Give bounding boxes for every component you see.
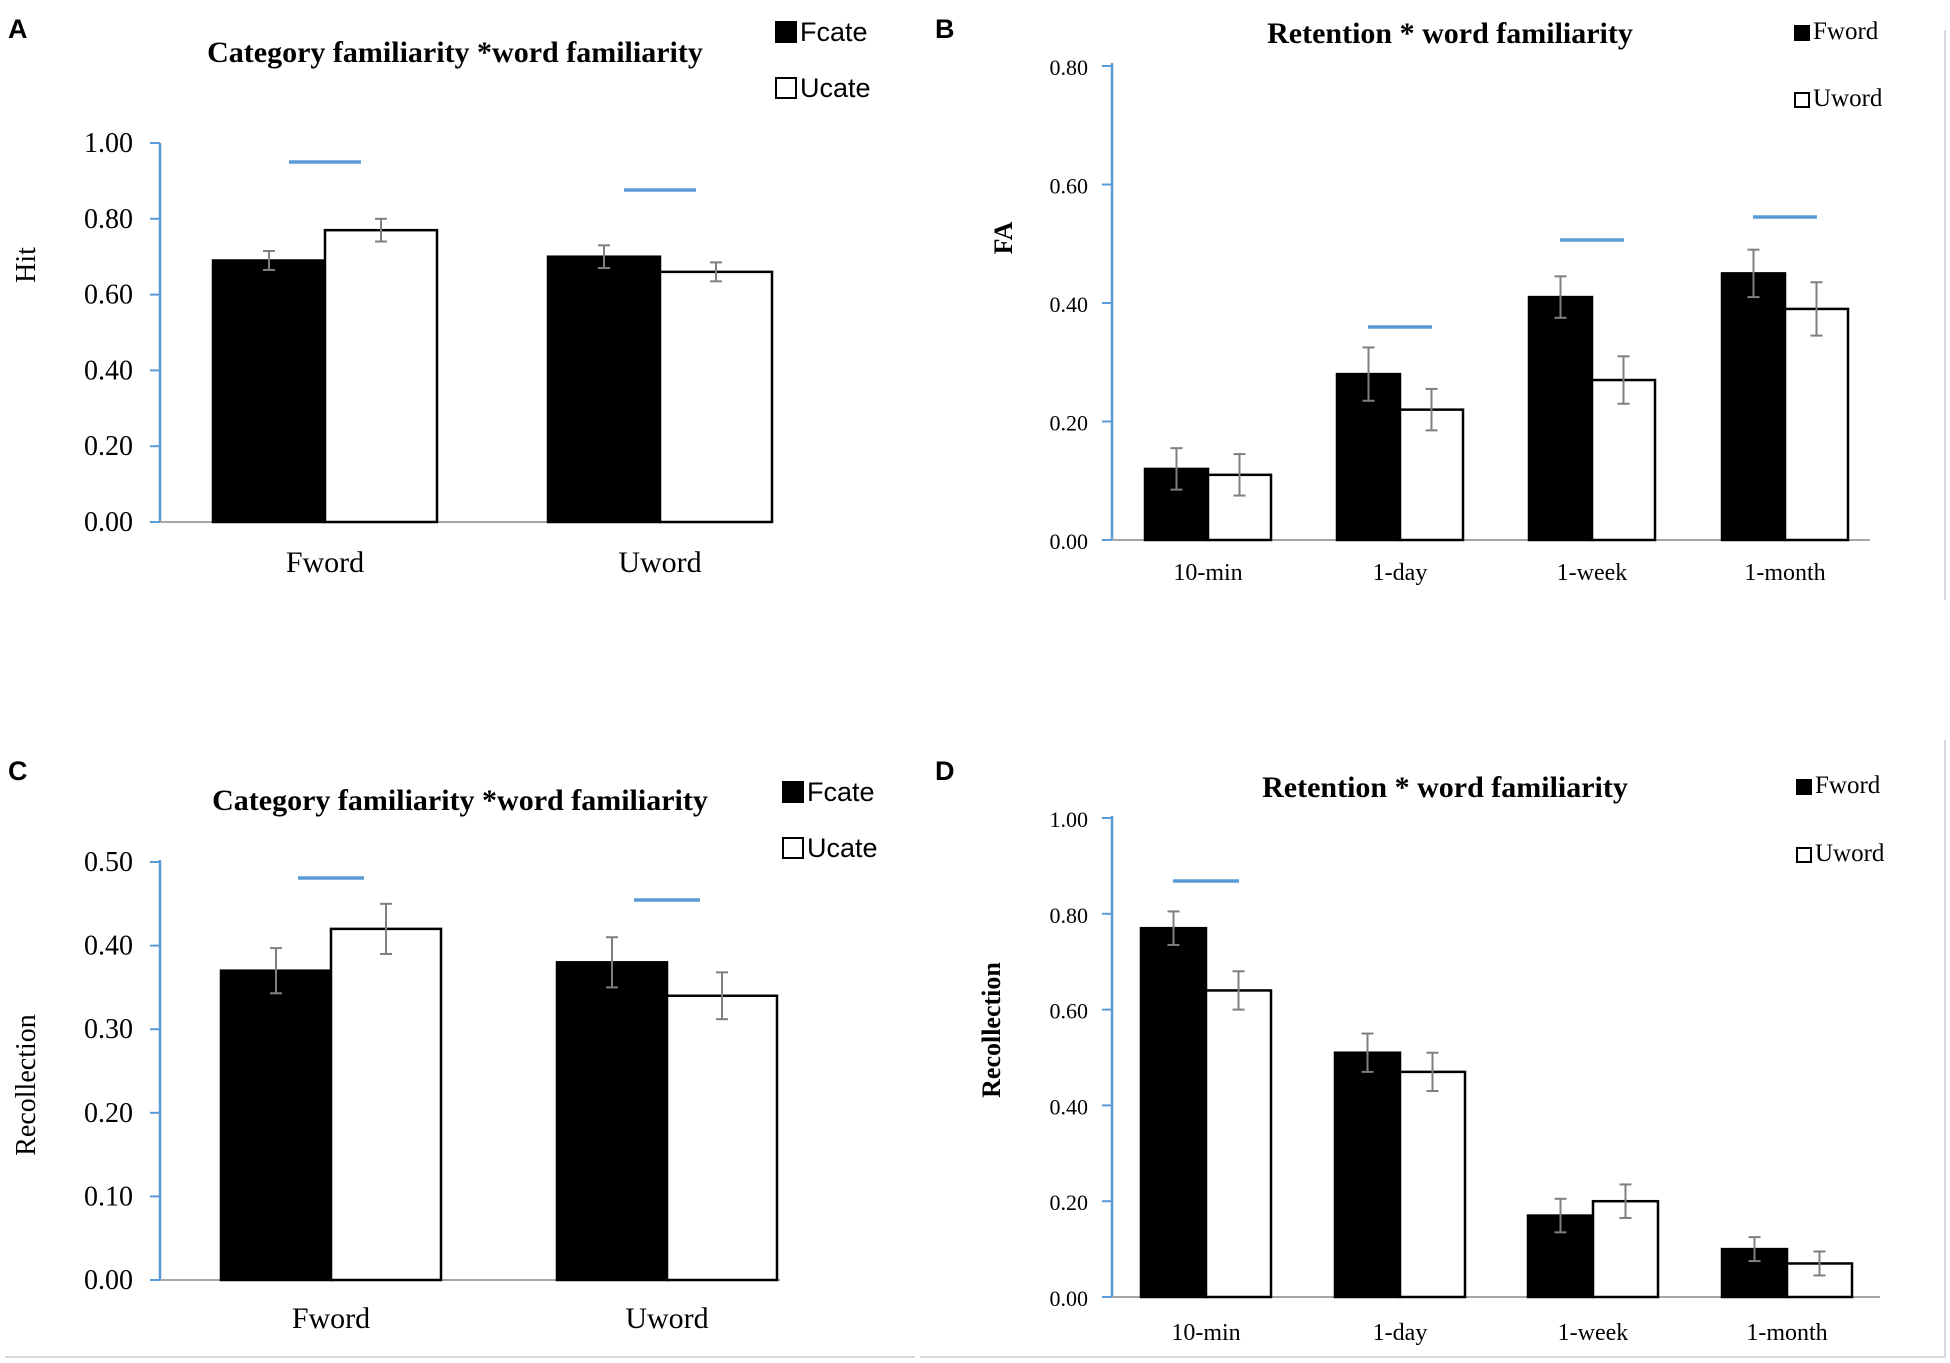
y-tick-label: 0.00 [1050, 1286, 1089, 1311]
y-tick-label: 1.00 [84, 128, 133, 159]
bar-uword-10-min [1204, 989, 1273, 1299]
legend-label-fcate: Fcate [807, 777, 875, 807]
category-label: Uword [625, 1302, 708, 1335]
bar-fcate-fword [211, 259, 327, 524]
panel-c: C Category familiarity *word familiarity F… [8, 756, 878, 1335]
panel-letter: C [8, 756, 28, 786]
y-tick-label: 0.60 [1050, 174, 1089, 199]
bar-uword-1-week [1590, 378, 1657, 542]
y-tick-label: 1.00 [1050, 807, 1089, 832]
y-tick-label: 0.00 [1050, 529, 1089, 554]
bar-fcate-fword [219, 969, 333, 1282]
y-tick-label: 0.40 [1050, 1094, 1089, 1119]
legend-swatch-ucate [775, 77, 797, 99]
y-tick-label: 0.20 [1050, 411, 1089, 436]
category-label: 1-month [1746, 1320, 1827, 1346]
panel-a: A Category familiarity *word familiarity F… [8, 14, 871, 579]
bar-uword-1-day [1398, 1070, 1467, 1299]
y-tick-label: 0.40 [84, 355, 133, 386]
panel-letter: B [935, 14, 955, 44]
bar-ucate-fword [329, 927, 443, 1282]
category-label: 10-min [1173, 560, 1242, 586]
bar-fword-1-month [1720, 272, 1787, 542]
bar-fword-1-week [1527, 295, 1594, 542]
chart-title: Retention * word familiarity [1262, 771, 1628, 804]
legend-swatch-fcate [782, 781, 804, 803]
bar-ucate-fword [323, 228, 439, 524]
category-label: 10-min [1171, 1320, 1240, 1346]
legend-label-fcate: Fcate [800, 17, 868, 47]
y-tick-label: 0.50 [84, 847, 133, 878]
category-label: Fword [292, 1302, 370, 1335]
y-tick-label: 0.20 [84, 431, 133, 462]
y-tick-label: 0.00 [84, 1265, 133, 1296]
panel-b: B Retention * word familiarity Fword Uword 0… [935, 14, 1883, 586]
panel-d: D Retention * word familiarity Fword Uword 0… [935, 756, 1885, 1346]
y-tick-label: 0.40 [1050, 292, 1089, 317]
y-tick-label: 0.80 [1050, 903, 1089, 928]
panel-letter: D [935, 756, 955, 786]
y-axis-label: Hit [11, 247, 42, 283]
legend-label-fword: Fword [1813, 18, 1879, 45]
bar-uword-10-min [1206, 473, 1273, 542]
chart-title: Category familiarity *word familiarity [207, 36, 703, 69]
legend-swatch-fcate [775, 21, 797, 43]
category-label: 1-day [1373, 560, 1428, 586]
legend-swatch-ucate [782, 837, 804, 859]
legend-label-uword: Uword [1815, 840, 1885, 867]
chart-title: Retention * word familiarity [1267, 17, 1633, 50]
bar-fword-1-day [1333, 1051, 1402, 1299]
legend-label-ucate: Ucate [800, 73, 871, 103]
category-label: 1-week [1558, 1320, 1629, 1346]
legend-label-ucate: Ucate [807, 833, 878, 863]
legend-swatch-uword [1796, 847, 1812, 863]
y-axis-label: Recollection [11, 1014, 42, 1156]
chart-title: Category familiarity *word familiarity [212, 784, 708, 817]
category-label: 1-day [1373, 1320, 1428, 1346]
legend-label-uword: Uword [1813, 85, 1883, 112]
legend-swatch-fword [1794, 25, 1810, 41]
y-tick-label: 0.10 [84, 1181, 133, 1212]
y-tick-label: 0.30 [84, 1014, 133, 1045]
y-tick-label: 0.80 [1050, 55, 1089, 80]
y-tick-label: 0.00 [84, 507, 133, 538]
bar-fcate-uword [555, 961, 669, 1282]
y-tick-label: 0.20 [84, 1098, 133, 1129]
y-tick-label: 0.60 [84, 280, 133, 311]
y-tick-label: 0.80 [84, 204, 133, 235]
y-tick-label: 0.20 [1050, 1190, 1089, 1215]
legend-swatch-fword [1796, 779, 1812, 795]
category-label: 1-month [1744, 560, 1825, 586]
bar-fword-10-min [1139, 926, 1208, 1299]
y-axis-label: FA [989, 221, 1018, 254]
y-tick-label: 0.40 [84, 931, 133, 962]
category-label: Uword [618, 546, 701, 579]
y-tick-label: 0.60 [1050, 999, 1089, 1024]
bar-fcate-uword [546, 255, 662, 524]
bar-uword-1-month [1783, 307, 1850, 542]
panel-letter: A [8, 14, 28, 44]
bar-ucate-uword [658, 270, 774, 524]
legend-label-fword: Fword [1815, 772, 1881, 799]
bar-ucate-uword [665, 994, 779, 1282]
y-axis-label: Recollection [977, 962, 1006, 1098]
category-label: Fword [286, 546, 364, 579]
category-label: 1-week [1557, 560, 1628, 586]
legend-swatch-uword [1794, 92, 1810, 108]
